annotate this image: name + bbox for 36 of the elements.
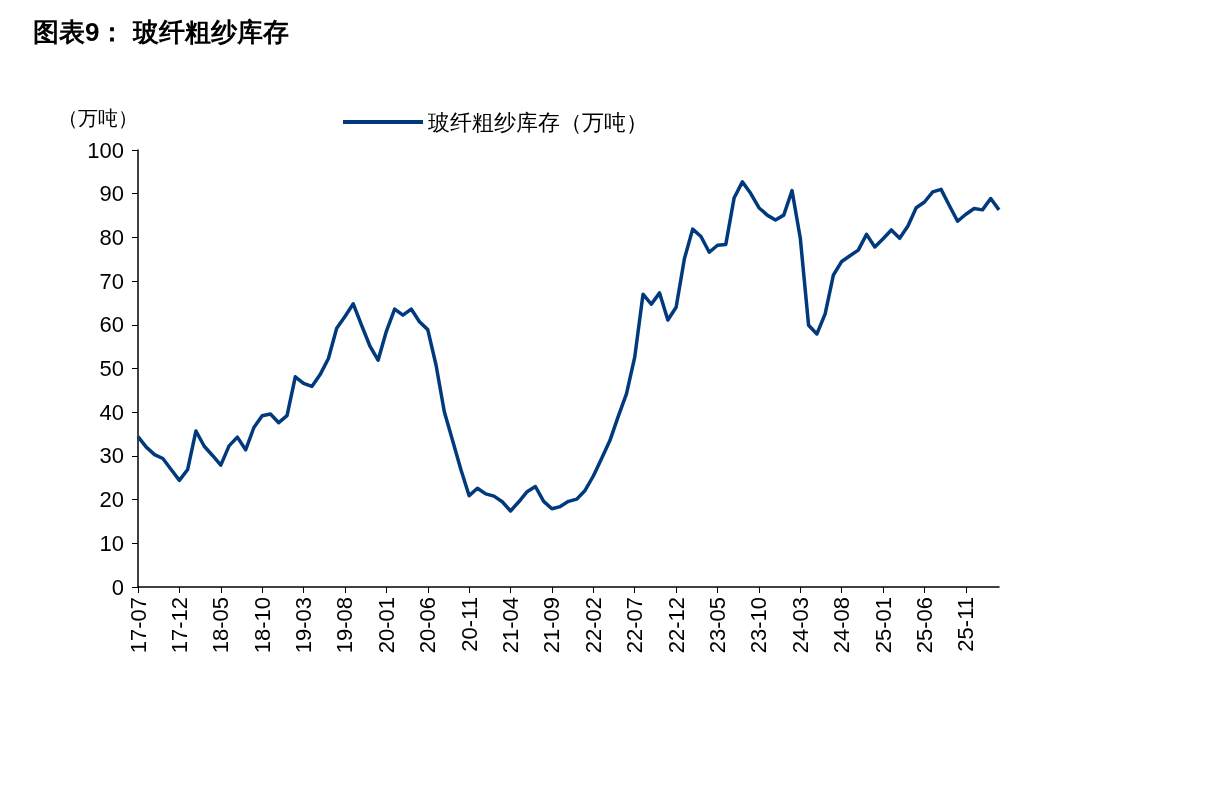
legend-label: 玻纤粗纱库存（万吨） bbox=[428, 109, 648, 135]
x-tick-label: 18-05 bbox=[208, 597, 234, 654]
line-series bbox=[136, 180, 1001, 513]
x-tick-label: 23-10 bbox=[746, 597, 772, 654]
x-tick-label: 21-04 bbox=[498, 597, 524, 654]
x-tick-label: 25-11 bbox=[953, 597, 979, 652]
x-tick-label: 22-02 bbox=[580, 597, 606, 654]
x-tick-label: 23-05 bbox=[705, 597, 731, 654]
x-tick-label: 19-08 bbox=[332, 597, 358, 654]
y-tick-label: 20 bbox=[99, 487, 124, 513]
y-tick-label: 70 bbox=[99, 268, 124, 294]
x-tick-label: 24-03 bbox=[787, 597, 813, 654]
x-tick-label: 25-01 bbox=[870, 597, 896, 654]
y-tick-label: 90 bbox=[99, 181, 124, 207]
y-tick-label: 0 bbox=[111, 574, 124, 600]
y-tick-label: 40 bbox=[99, 399, 124, 425]
y-tick-label: 100 bbox=[87, 137, 124, 163]
x-tick-label: 20-01 bbox=[373, 597, 399, 654]
x-tick-label: 18-10 bbox=[249, 597, 275, 654]
y-tick-label: 50 bbox=[99, 356, 124, 381]
y-tick-label: 10 bbox=[99, 530, 124, 556]
x-tick-label: 21-09 bbox=[539, 597, 565, 654]
chart-title: 图表9： 玻纤粗纱库存 bbox=[33, 17, 289, 47]
y-tick-label: 30 bbox=[99, 443, 124, 469]
x-tick-label: 19-03 bbox=[291, 597, 317, 654]
x-tick-label: 25-06 bbox=[911, 597, 937, 654]
x-tick-label: 20-06 bbox=[415, 597, 441, 654]
y-tick-label: 80 bbox=[99, 224, 124, 250]
x-tick-label: 17-12 bbox=[166, 597, 192, 654]
x-tick-label: 20-11 bbox=[456, 597, 482, 652]
x-tick-label: 17-07 bbox=[125, 597, 151, 654]
x-tick-label: 22-12 bbox=[663, 597, 689, 654]
y-axis-title: （万吨） bbox=[58, 107, 138, 129]
x-tick-label: 22-07 bbox=[622, 597, 648, 654]
y-tick-label: 60 bbox=[99, 312, 124, 338]
x-tick-label: 24-08 bbox=[829, 597, 855, 654]
